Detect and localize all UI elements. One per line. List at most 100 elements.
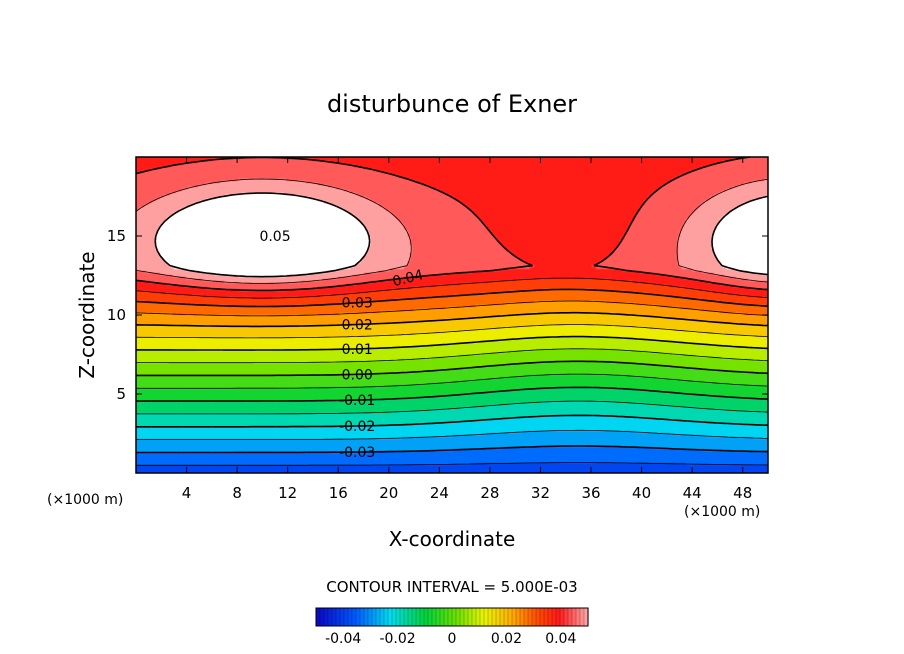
colorbar-cell xyxy=(423,607,429,627)
contour-line xyxy=(136,335,769,351)
colorbar-cell xyxy=(355,607,361,627)
colorbar-cell xyxy=(443,607,449,627)
x-tick-label: 24 xyxy=(430,484,449,502)
colorbar-cell xyxy=(343,607,349,627)
contour-line xyxy=(154,192,769,278)
contour-label: 0.05 xyxy=(259,229,290,245)
x-unit-label: (×1000 m) xyxy=(47,492,123,508)
colorbar-tick-label: 0.04 xyxy=(545,631,576,647)
chart-title: disturbunce of Exner xyxy=(327,90,577,118)
colorbar-cell xyxy=(531,607,537,627)
colorbar-cell xyxy=(479,607,485,627)
colorbar-cell xyxy=(487,607,493,627)
x-tick-label: 40 xyxy=(632,484,651,502)
colorbar-cell xyxy=(391,607,397,627)
x-axis: 4 8 12 16 20 24 28 32 36 40 44 48 xyxy=(182,157,752,502)
colorbar-cell xyxy=(347,607,353,627)
contour-lines xyxy=(135,156,769,466)
colorbar-cell xyxy=(331,607,337,627)
x-tick-label: 44 xyxy=(683,484,702,502)
colorbar-cell xyxy=(375,607,381,627)
colorbar-cell xyxy=(435,607,441,627)
colorbar-cell xyxy=(471,607,477,627)
y-tick-label: 10 xyxy=(107,306,126,324)
colorbar-cell xyxy=(459,607,465,627)
colorbar-ticks: -0.04 -0.02 0 0.02 0.04 xyxy=(325,631,576,647)
contour-label: 0.00 xyxy=(342,367,373,383)
colorbar-cell xyxy=(519,607,525,627)
colorbar-cell xyxy=(579,607,585,627)
contour-fill xyxy=(136,157,768,473)
colorbar-cell xyxy=(567,607,573,627)
colorbar-cell xyxy=(403,607,409,627)
colorbar-cell xyxy=(539,607,545,627)
contour-line xyxy=(135,156,769,292)
x-tick-label: 48 xyxy=(733,484,752,502)
colorbar-cell xyxy=(523,607,529,627)
colorbar-cell xyxy=(503,607,509,627)
colorbar-cell xyxy=(323,607,329,627)
plot-area: 0.05 0.04 0.03 0.02 0.01 0.00 -0.01 -0.02 -0.03 xyxy=(135,156,769,474)
x-tick-label: 28 xyxy=(480,484,499,502)
colorbar-cell xyxy=(427,607,433,627)
colorbar-cell xyxy=(367,607,373,627)
x-axis-label: X-coordinate xyxy=(389,527,516,551)
colorbar-cell xyxy=(563,607,569,627)
x-tick-label: 20 xyxy=(379,484,398,502)
colorbar-tick-label: -0.02 xyxy=(379,631,415,647)
colorbar-cell xyxy=(439,607,445,627)
contour-line xyxy=(136,386,769,402)
colorbar-cell xyxy=(319,607,325,627)
colorbar-cell xyxy=(395,607,401,627)
colorbar-cell xyxy=(575,607,581,627)
x-tick-label: 32 xyxy=(531,484,550,502)
x-tick-label: 16 xyxy=(329,484,348,502)
colorbar-cell xyxy=(547,607,553,627)
colorbar-tick-label: -0.04 xyxy=(325,631,361,647)
colorbar-cell xyxy=(415,607,421,627)
colorbar-cell xyxy=(483,607,489,627)
colorbar-cell xyxy=(499,607,505,627)
contour-label: -0.01 xyxy=(339,393,375,409)
colorbar-cell xyxy=(371,607,377,627)
contour-label: 0.01 xyxy=(342,342,373,358)
colorbar-cell xyxy=(515,607,521,627)
colorbar-cell xyxy=(535,607,541,627)
colorbar-cell xyxy=(431,607,437,627)
x-unit-label-right: (×1000 m) xyxy=(684,504,760,520)
contour-line xyxy=(136,348,769,364)
contour-label: 0.03 xyxy=(342,296,373,312)
contour-line xyxy=(136,445,768,454)
colorbar: -0.04 -0.02 0 0.02 0.04 xyxy=(315,607,589,647)
colorbar-cell xyxy=(359,607,365,627)
y-axis-label: Z-coordinate xyxy=(75,251,99,378)
contour-line xyxy=(135,288,769,308)
colorbar-cell xyxy=(399,607,405,627)
contour-line xyxy=(136,414,769,428)
contour-label: -0.03 xyxy=(339,445,375,461)
colorbar-cell xyxy=(327,607,333,627)
colorbar-cell xyxy=(447,607,453,627)
contour-label: 0.02 xyxy=(342,318,373,334)
y-tick-label: 15 xyxy=(107,227,126,245)
colorbar-cell xyxy=(379,607,385,627)
colorbar-cell xyxy=(463,607,469,627)
contour-label: 0.04 xyxy=(391,267,425,290)
x-tick-label: 8 xyxy=(232,484,242,502)
colorbar-cells xyxy=(315,607,589,627)
colorbar-cell xyxy=(451,607,457,627)
y-tick-label: 5 xyxy=(116,385,126,403)
colorbar-cell xyxy=(495,607,501,627)
colorbar-tick-label: 0.02 xyxy=(491,631,522,647)
colorbar-cell xyxy=(559,607,565,627)
colorbar-cell xyxy=(387,607,393,627)
contour-line xyxy=(135,300,769,317)
colorbar-cell xyxy=(411,607,417,627)
contour-line xyxy=(136,429,769,440)
contour-line xyxy=(136,400,769,415)
colorbar-cell xyxy=(419,607,425,627)
contour-line xyxy=(135,277,769,299)
colorbar-cell xyxy=(339,607,345,627)
colorbar-cell xyxy=(555,607,561,627)
